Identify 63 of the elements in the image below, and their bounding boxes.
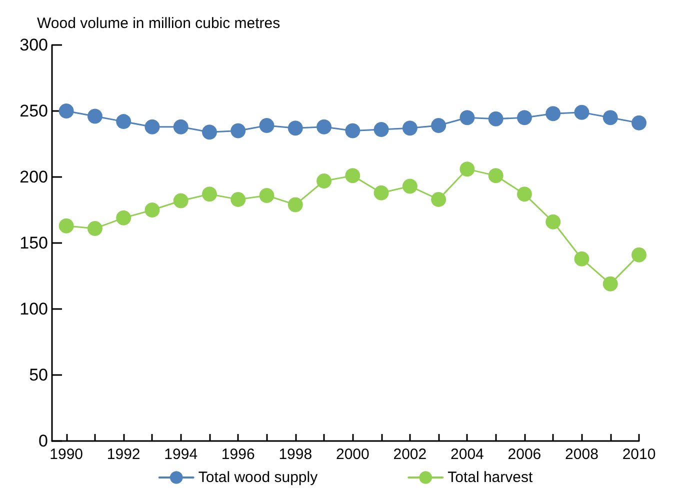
y-tick-label: 300 xyxy=(20,36,48,54)
point xyxy=(574,251,590,266)
x-tick-label: 2004 xyxy=(450,446,484,463)
point xyxy=(202,186,217,202)
point xyxy=(230,123,246,138)
point xyxy=(288,197,303,212)
point xyxy=(87,220,102,236)
point xyxy=(374,122,389,137)
legend-label: Total harvest xyxy=(448,469,534,486)
y-tick-label: 200 xyxy=(20,168,48,186)
point xyxy=(431,118,446,134)
point xyxy=(574,104,590,120)
x-tick-label: 2006 xyxy=(508,446,542,463)
point xyxy=(144,202,160,218)
point xyxy=(345,168,360,184)
point xyxy=(402,178,418,194)
point xyxy=(460,110,475,126)
point xyxy=(116,210,132,226)
point xyxy=(488,111,504,126)
y-tick-label: 0 xyxy=(38,432,48,450)
point xyxy=(602,110,618,126)
point xyxy=(116,114,132,130)
x-tick-label: 2000 xyxy=(336,446,370,463)
point xyxy=(632,247,646,262)
point xyxy=(345,123,360,138)
point xyxy=(546,106,561,122)
x-tick-label: 1998 xyxy=(278,446,312,463)
point xyxy=(58,104,74,118)
y-axis-title: Wood volume in million cubic metres xyxy=(37,15,280,32)
point xyxy=(316,173,332,188)
x-tick-label: 2002 xyxy=(393,446,427,463)
point xyxy=(259,188,274,203)
point xyxy=(87,108,102,124)
point xyxy=(173,119,188,134)
point xyxy=(173,193,188,208)
y-tick-label: 250 xyxy=(20,102,48,120)
point xyxy=(632,115,646,130)
point xyxy=(516,186,532,202)
point xyxy=(374,185,389,200)
point xyxy=(546,214,561,230)
x-tick-label: 1990 xyxy=(50,446,84,463)
x-tick-label: 1994 xyxy=(164,446,198,463)
point xyxy=(202,124,217,140)
legend-label: Total wood supply xyxy=(198,469,318,486)
point xyxy=(58,218,74,234)
point xyxy=(144,119,160,134)
x-tick-label: 2010 xyxy=(622,446,656,463)
y-tick-label: 100 xyxy=(20,300,48,318)
point xyxy=(230,192,246,207)
point xyxy=(288,120,303,136)
point xyxy=(460,162,475,177)
point xyxy=(488,168,504,184)
point xyxy=(516,110,532,126)
point xyxy=(316,119,332,134)
point xyxy=(431,192,446,207)
x-tick-label: 1992 xyxy=(106,446,140,463)
point xyxy=(602,276,618,292)
point xyxy=(402,120,418,136)
y-tick-label: 150 xyxy=(20,234,48,252)
x-tick-label: 1996 xyxy=(221,446,255,463)
y-tick-label: 50 xyxy=(29,366,48,384)
point xyxy=(259,118,274,134)
x-tick-label: 2008 xyxy=(565,446,598,463)
